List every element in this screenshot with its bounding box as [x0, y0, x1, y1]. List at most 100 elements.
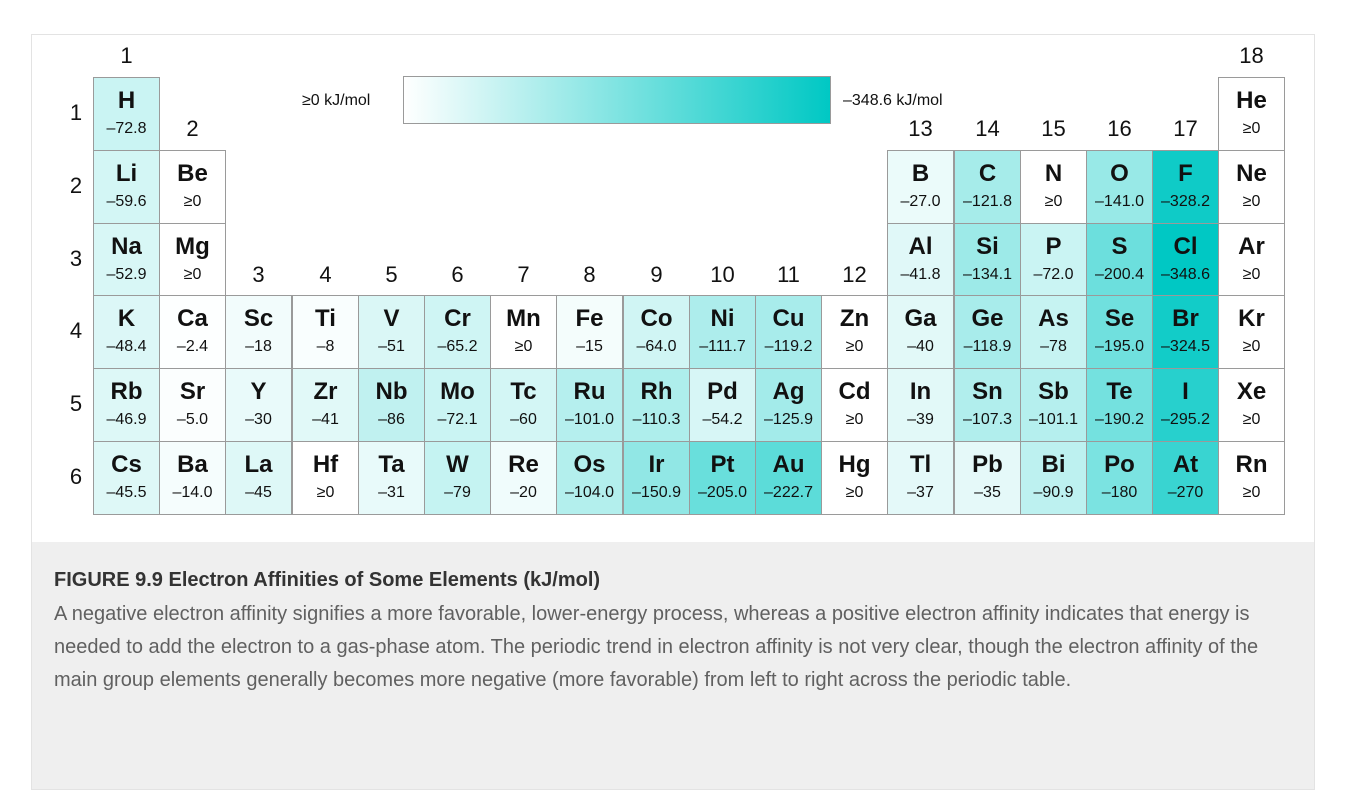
electron-affinity-value: –15: [576, 338, 603, 355]
electron-affinity-value: –27.0: [900, 193, 941, 210]
period-label-5: 5: [69, 391, 83, 416]
element-symbol: S: [1111, 233, 1128, 260]
electron-affinity-value: –295.2: [1161, 411, 1210, 428]
element-cell-he: He ≥0: [1218, 77, 1285, 151]
element-symbol: Li: [115, 160, 138, 187]
element-symbol: Tc: [510, 378, 537, 405]
element-cell-i: I –295.2: [1152, 368, 1219, 442]
element-cell-zn: Zn ≥0: [821, 295, 888, 369]
element-cell-f: F –328.2: [1152, 150, 1219, 224]
period-label-2: 2: [69, 173, 83, 198]
element-cell-rn: Rn ≥0: [1218, 441, 1285, 515]
electron-affinity-value: –60: [510, 411, 537, 428]
element-cell-na: Na –52.9: [93, 223, 160, 297]
element-cell-sb: Sb –101.1: [1020, 368, 1087, 442]
element-cell-ga: Ga –40: [887, 295, 954, 369]
element-cell-as: As –78: [1020, 295, 1087, 369]
electron-affinity-value: –110.3: [632, 411, 681, 428]
element-symbol: Ta: [378, 451, 405, 478]
electron-affinity-value: –54.2: [702, 411, 743, 428]
element-symbol: Pb: [972, 451, 1003, 478]
electron-affinity-value: –45: [245, 484, 272, 501]
electron-affinity-value: –51: [378, 338, 405, 355]
group-label-4: 4: [319, 262, 332, 287]
electron-affinity-value: –30: [245, 411, 272, 428]
element-symbol: He: [1236, 87, 1267, 114]
group-label-3: 3: [252, 262, 265, 287]
group-label-6: 6: [451, 262, 464, 287]
element-symbol: W: [446, 451, 469, 478]
group-label-7: 7: [517, 262, 530, 287]
electron-affinity-value: –37: [907, 484, 934, 501]
element-symbol: Nb: [375, 378, 408, 405]
element-symbol: Ca: [177, 305, 208, 332]
element-symbol: Ni: [710, 305, 735, 332]
element-symbol: Zn: [839, 305, 870, 332]
electron-affinity-value: –125.9: [764, 411, 813, 428]
element-symbol: Mg: [175, 233, 210, 260]
element-symbol: V: [383, 305, 400, 332]
element-symbol: F: [1178, 160, 1193, 187]
electron-affinity-value: –134.1: [963, 266, 1012, 283]
element-cell-cs: Cs –45.5: [93, 441, 160, 515]
element-symbol: Cs: [111, 451, 142, 478]
electron-affinity-value: –14.0: [172, 484, 213, 501]
element-cell-ir: Ir –150.9: [623, 441, 690, 515]
electron-affinity-value: –222.7: [764, 484, 813, 501]
element-symbol: Ag: [772, 378, 805, 405]
element-symbol: Sr: [179, 378, 206, 405]
electron-affinity-value: –39: [907, 411, 934, 428]
element-cell-li: Li –59.6: [93, 150, 160, 224]
element-cell-co: Co –64.0: [623, 295, 690, 369]
element-symbol: At: [1172, 451, 1199, 478]
electron-affinity-value: ≥0: [845, 411, 864, 428]
element-symbol: N: [1044, 160, 1063, 187]
element-cell-ni: Ni –111.7: [689, 295, 756, 369]
electron-affinity-value: –2.4: [176, 338, 209, 355]
period-label-1: 1: [69, 100, 83, 125]
electron-affinity-value: –324.5: [1161, 338, 1210, 355]
element-symbol: Hf: [312, 451, 339, 478]
electron-affinity-value: –121.8: [963, 193, 1012, 210]
element-cell-rb: Rb –46.9: [93, 368, 160, 442]
element-cell-kr: Kr ≥0: [1218, 295, 1285, 369]
electron-affinity-value: ≥0: [514, 338, 533, 355]
group-label-15: 15: [1041, 116, 1066, 141]
period-label-3: 3: [69, 246, 83, 271]
electron-affinity-value: ≥0: [1242, 411, 1261, 428]
element-symbol: Sn: [972, 378, 1003, 405]
electron-affinity-value: –59.6: [106, 193, 147, 210]
electron-affinity-value: ≥0: [845, 484, 864, 501]
electron-affinity-value: –195.0: [1095, 338, 1144, 355]
electron-affinity-value: –180: [1101, 484, 1138, 501]
legend-min-label: ≥0 kJ/mol: [302, 92, 371, 109]
element-cell-sn: Sn –107.3: [954, 368, 1021, 442]
electron-affinity-value: –45.5: [106, 484, 147, 501]
element-cell-po: Po –180: [1086, 441, 1153, 515]
element-cell-la: La –45: [225, 441, 292, 515]
element-symbol: Pd: [707, 378, 738, 405]
element-cell-ca: Ca –2.4: [159, 295, 226, 369]
element-symbol: C: [978, 160, 997, 187]
electron-affinity-value: –41: [312, 411, 339, 428]
element-cell-cl: Cl –348.6: [1152, 223, 1219, 297]
element-symbol: H: [117, 87, 136, 114]
electron-affinity-value: –141.0: [1095, 193, 1144, 210]
element-symbol: Ir: [648, 451, 665, 478]
element-cell-ne: Ne ≥0: [1218, 150, 1285, 224]
electron-affinity-value: ≥0: [183, 193, 202, 210]
element-symbol: Sc: [243, 305, 274, 332]
electron-affinity-value: –101.0: [565, 411, 614, 428]
element-symbol: O: [1110, 160, 1129, 187]
group-label-9: 9: [650, 262, 663, 287]
group-label-1: 1: [120, 43, 133, 68]
element-symbol: Cr: [444, 305, 471, 332]
element-symbol: Br: [1172, 305, 1199, 332]
element-cell-k: K –48.4: [93, 295, 160, 369]
element-cell-sc: Sc –18: [225, 295, 292, 369]
element-symbol: Ru: [573, 378, 606, 405]
element-cell-ge: Ge –118.9: [954, 295, 1021, 369]
element-symbol: Al: [908, 233, 933, 260]
electron-affinity-value: ≥0: [845, 338, 864, 355]
electron-affinity-value: ≥0: [1242, 266, 1261, 283]
